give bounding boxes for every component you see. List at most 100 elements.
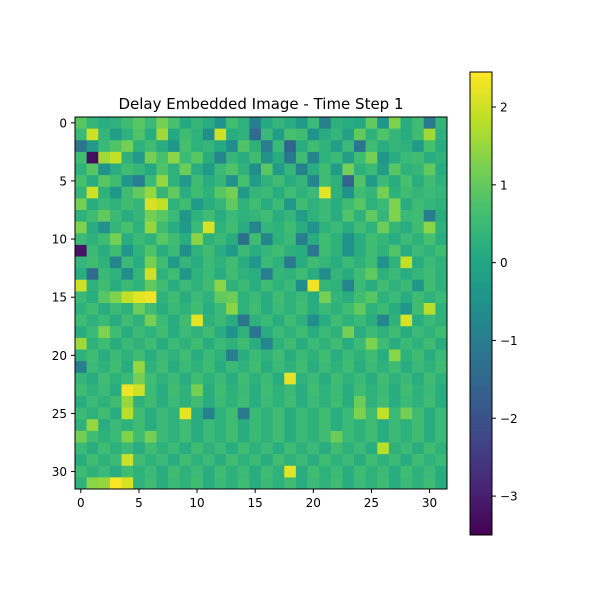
heatmap-cell xyxy=(109,210,122,222)
heatmap-cell xyxy=(330,256,343,269)
heatmap-cell xyxy=(412,140,425,153)
heatmap-cell xyxy=(237,279,250,292)
heatmap-cell xyxy=(284,477,297,490)
heatmap-cell xyxy=(226,303,239,315)
heatmap-cell xyxy=(109,337,122,350)
heatmap-cell xyxy=(423,337,436,350)
heatmap-cell xyxy=(121,349,134,362)
heatmap-cell xyxy=(86,186,99,199)
colorbar-band xyxy=(470,349,492,353)
heatmap-cell xyxy=(284,128,297,141)
heatmap-cell xyxy=(400,256,413,269)
heatmap-cell xyxy=(307,198,320,211)
heatmap-cell xyxy=(284,419,297,432)
heatmap-cell xyxy=(365,210,378,222)
heatmap-cell xyxy=(272,128,285,141)
heatmap-cell xyxy=(144,163,157,176)
heatmap-cell xyxy=(144,407,157,420)
heatmap-cell xyxy=(342,291,355,304)
heatmap-cell xyxy=(98,442,111,455)
heatmap-cell xyxy=(98,291,111,304)
colorbar-band xyxy=(470,449,492,453)
heatmap-cell xyxy=(226,442,239,455)
colorbar-band xyxy=(470,259,492,263)
heatmap-cell xyxy=(295,198,308,211)
heatmap-cell xyxy=(168,454,180,467)
colorbar-band xyxy=(470,488,492,492)
heatmap-cell xyxy=(75,361,87,374)
heatmap-cell xyxy=(354,419,366,432)
heatmap-cell xyxy=(226,372,239,385)
heatmap-cell xyxy=(261,349,273,362)
heatmap-cell xyxy=(272,407,285,420)
heatmap-cell xyxy=(168,303,180,315)
heatmap-cell xyxy=(179,430,192,443)
heatmap-cell xyxy=(191,117,204,129)
heatmap-cell xyxy=(365,384,378,397)
heatmap-cell xyxy=(179,221,192,234)
heatmap-cell xyxy=(144,151,157,164)
heatmap-cell xyxy=(307,396,320,408)
heatmap-cell xyxy=(295,384,308,397)
heatmap-cell xyxy=(156,244,169,257)
y-axis: 0 5 10 15 20 25 30 xyxy=(52,116,75,479)
colorbar-band xyxy=(470,99,492,103)
heatmap-cell xyxy=(75,337,87,350)
heatmap-cell xyxy=(237,163,250,176)
heatmap-cell xyxy=(272,349,285,362)
heatmap-cell xyxy=(330,454,343,467)
heatmap-cell xyxy=(365,430,378,443)
heatmap-cell xyxy=(284,221,297,234)
heatmap-cell xyxy=(377,128,390,141)
heatmap-cell xyxy=(330,128,343,141)
heatmap-cell xyxy=(377,268,390,281)
heatmap-cell xyxy=(388,430,401,443)
heatmap-cell xyxy=(365,198,378,211)
heatmap-cell xyxy=(330,151,343,164)
heatmap-cell xyxy=(121,396,134,408)
colorbar-band xyxy=(470,474,492,478)
heatmap-cell xyxy=(86,419,99,432)
colorbar-band xyxy=(470,368,492,372)
heatmap-cell xyxy=(86,303,99,315)
heatmap-cell xyxy=(400,454,413,467)
heatmap-cell xyxy=(272,244,285,257)
heatmap-cell xyxy=(354,396,366,408)
heatmap-cell xyxy=(377,233,390,246)
colorbar-band xyxy=(470,398,492,402)
heatmap-cell xyxy=(423,198,436,211)
heatmap-cell xyxy=(365,442,378,455)
heatmap-cell xyxy=(319,210,332,222)
colorbar-band xyxy=(470,187,492,191)
heatmap-cell xyxy=(75,430,87,443)
heatmap-cell xyxy=(319,151,332,164)
heatmap-cell xyxy=(435,465,448,478)
heatmap-cell xyxy=(400,349,413,362)
heatmap-cell xyxy=(272,337,285,350)
heatmap-cell xyxy=(133,326,146,339)
colorbar-band xyxy=(470,345,492,348)
heatmap-cell xyxy=(307,151,320,164)
heatmap-cell xyxy=(156,314,169,327)
heatmap-cell xyxy=(319,175,332,188)
heatmap-cell xyxy=(261,268,273,281)
heatmap-cell xyxy=(179,117,192,129)
heatmap-cell xyxy=(156,465,169,478)
heatmap-cell xyxy=(423,140,436,153)
colorbar-band xyxy=(470,532,492,536)
colorbar-band xyxy=(470,92,492,96)
heatmap-cell xyxy=(319,465,332,478)
heatmap-cell xyxy=(354,430,366,443)
heatmap-cell xyxy=(295,268,308,281)
heatmap-cell xyxy=(307,291,320,304)
heatmap-cell xyxy=(295,221,308,234)
colorbar-band xyxy=(470,375,492,378)
x-tick-label: 30 xyxy=(422,496,437,510)
heatmap-cell xyxy=(272,140,285,153)
colorbar-band xyxy=(470,324,492,328)
heatmap-cell xyxy=(307,244,320,257)
heatmap-cell xyxy=(75,175,87,188)
heatmap-cell xyxy=(133,198,146,211)
heatmap-cell xyxy=(237,465,250,478)
colorbar-frame xyxy=(469,71,493,536)
